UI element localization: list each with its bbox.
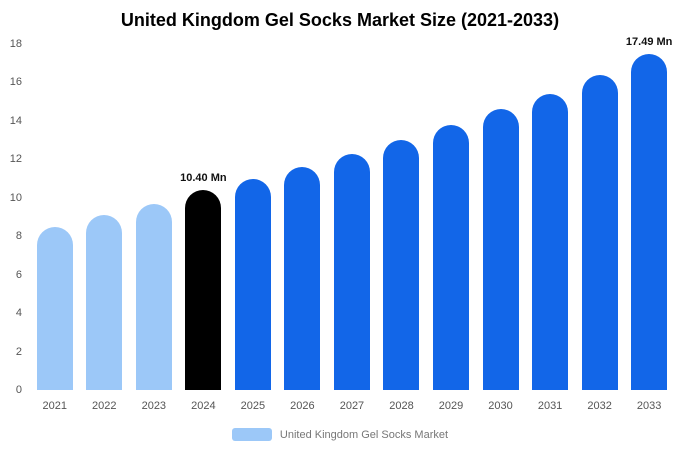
bar-group-2029: 2029	[426, 44, 476, 412]
x-tick-label: 2024	[191, 400, 216, 412]
legend: United Kingdom Gel Socks Market	[0, 428, 680, 441]
bar-2021	[36, 226, 73, 390]
bar-2031	[532, 93, 569, 390]
y-tick-label: 10	[9, 191, 22, 204]
bar-group-2025: 2025	[228, 44, 278, 412]
bar-group-2023: 2023	[129, 44, 179, 412]
x-tick-label: 2028	[389, 400, 414, 412]
x-tick-label: 2023	[141, 400, 167, 412]
y-tick-label: 4	[15, 307, 22, 320]
bar-group-2022: 2022	[80, 44, 130, 412]
bar-group-2024: 2024 10.40 Mn	[179, 44, 229, 412]
legend-swatch	[231, 428, 272, 441]
bar-2029	[433, 124, 470, 390]
y-tick-label: 12	[9, 153, 22, 166]
y-tick-label: 8	[15, 230, 22, 243]
x-tick-label: 2026	[290, 400, 315, 412]
x-tick-label: 2027	[339, 400, 365, 412]
x-tick-label: 2025	[240, 400, 266, 412]
y-tick-label: 0	[15, 384, 22, 396]
bar-2032	[581, 74, 618, 390]
bar-2025	[234, 178, 271, 390]
x-tick-label: 2022	[92, 400, 117, 412]
bar-group-2021: 2021	[30, 44, 80, 412]
bar-2026	[284, 167, 321, 390]
bar-group-2030: 2030	[476, 44, 526, 412]
y-axis: 0 2 4 6 8 10 12 14 16 18	[0, 38, 26, 396]
x-tick-label: 2030	[488, 400, 513, 412]
bar-2030	[482, 109, 519, 390]
plot-area: 2021 2022 2023 2024 10.40 Mn 2025 2026 2027 2028…	[30, 36, 674, 412]
x-tick-label: 2021	[42, 400, 67, 412]
bar-group-2026: 2026	[278, 44, 328, 412]
bar-2028	[383, 140, 420, 390]
y-tick-label: 18	[9, 38, 22, 50]
x-tick-label: 2033	[636, 400, 662, 412]
bar-group-2028: 2028	[377, 44, 427, 412]
y-tick-label: 16	[9, 76, 22, 89]
chart-title: United Kingdom Gel Socks Market Size (20…	[120, 10, 560, 30]
y-tick-label: 6	[15, 268, 22, 281]
bar-2027	[333, 153, 370, 390]
bar-2022	[86, 215, 123, 390]
legend-label: United Kingdom Gel Socks Market	[279, 428, 449, 441]
y-tick-label: 14	[9, 114, 22, 127]
bar-group-2033: 2033 17.49 Mn	[624, 36, 674, 412]
bar-2024	[185, 190, 222, 390]
y-tick-label: 2	[15, 345, 22, 358]
bar-group-2031: 2031	[525, 44, 575, 412]
bar-group-2032: 2032	[575, 44, 625, 412]
bar-group-2027: 2027	[327, 44, 377, 412]
data-label-2024: 10.40 Mn	[180, 172, 227, 185]
bar-2033	[631, 53, 668, 390]
x-tick-label: 2031	[537, 400, 563, 412]
x-tick-label: 2032	[587, 400, 612, 412]
x-tick-label: 2029	[438, 400, 464, 412]
bar-2023	[135, 203, 172, 390]
data-label-2033: 17.49 Mn	[625, 35, 673, 48]
